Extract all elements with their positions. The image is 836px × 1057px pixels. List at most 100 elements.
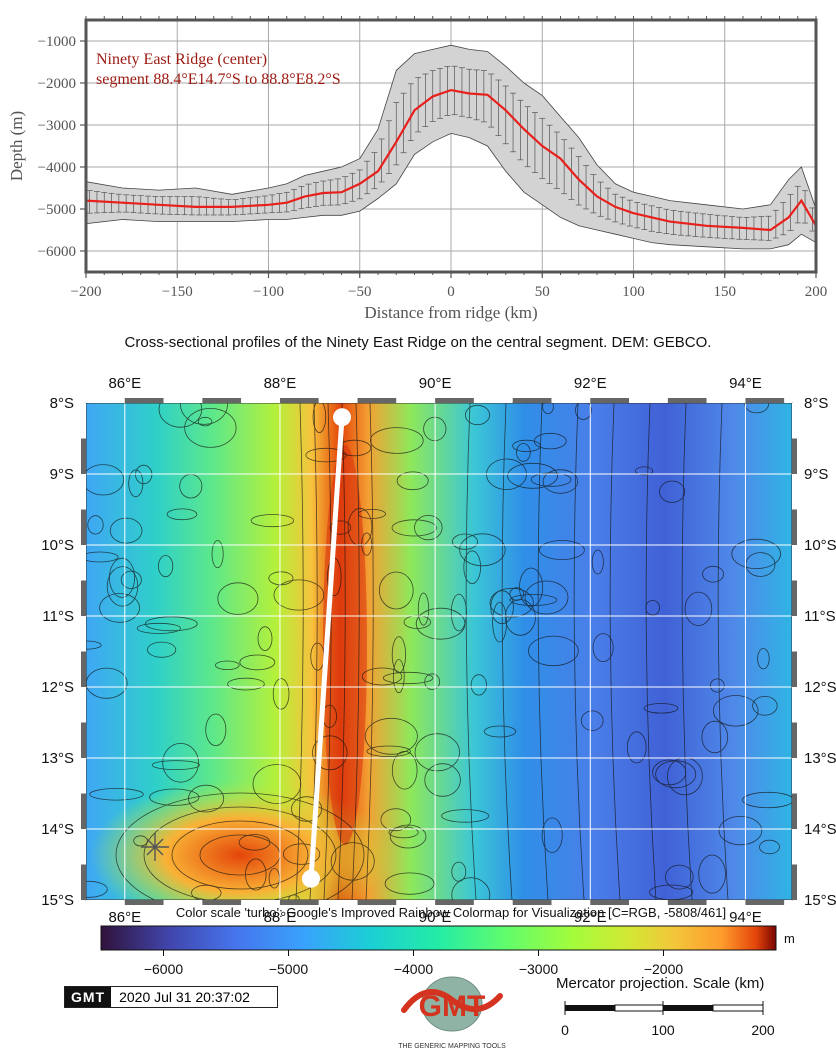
contour-ring (391, 519, 437, 537)
contour-ring (369, 427, 424, 454)
contour-ring (380, 808, 412, 832)
contour-ring (530, 472, 572, 487)
contour-ring (86, 551, 119, 563)
profile-subtitle: segment 88.4°E14.7°S to 88.8°E8.2°S (96, 71, 341, 88)
map-graticule (86, 403, 792, 900)
contour-line (465, 403, 477, 900)
contour-ring (414, 733, 460, 772)
map-lat-label-left: 14°S (41, 821, 74, 838)
contour-ring (382, 671, 434, 685)
frame-segment (629, 900, 668, 905)
contour-ring (392, 659, 405, 694)
compass-rose-icon (141, 833, 169, 861)
contour-ring (282, 843, 321, 865)
contour-ring (731, 538, 781, 569)
map-axis-labels: 86°E 86°E 88°E 88°E 90°E 90°E 92°E 92°E 94°E 94°E… (41, 375, 836, 926)
frame-segment (241, 398, 280, 403)
contour-ring (215, 660, 240, 671)
frame-segment (81, 509, 86, 545)
contour-ring (742, 791, 792, 809)
contour-ring (664, 864, 694, 890)
contour-ring (147, 641, 177, 658)
gmt-logo-tagline: THE GENERIC MAPPING TOOLS (398, 1043, 506, 1050)
frame-segment (629, 398, 668, 403)
colorbar-tick-label: −6000 (144, 961, 184, 977)
contour-ring (361, 667, 403, 686)
map-lat-label-left: 15°S (41, 892, 74, 909)
bathymetry-contours (86, 403, 792, 900)
profile-y-tick-label: −3000 (38, 118, 76, 134)
frame-segment (551, 900, 591, 905)
contour-ring (136, 622, 181, 634)
contour-ring (180, 403, 228, 425)
contour-ring (635, 466, 654, 476)
contour-ring (507, 462, 558, 489)
frame-segment (784, 900, 792, 905)
contour-ring (626, 731, 647, 764)
profile-x-ticks: −200 −150 −100 −50 0 50 100 150 200 (71, 16, 828, 300)
contour-ring (133, 835, 148, 847)
contour-line (573, 403, 585, 900)
frame-segment (551, 398, 591, 403)
contour-ring (528, 635, 579, 667)
contour-ring (128, 469, 144, 498)
profile-x-tick-label: 100 (622, 284, 645, 300)
contour-ring (106, 566, 139, 607)
contour-ring (364, 717, 418, 755)
contour-ring (744, 403, 769, 414)
map-lon-label-bottom: 94°E (729, 909, 762, 926)
contour-ring (205, 713, 227, 747)
scale-bar: 0 100 200 (561, 1001, 775, 1038)
contour-ring (239, 654, 276, 671)
profile-x-tick-label: −200 (71, 284, 102, 300)
frame-segment (396, 900, 436, 905)
frame-segment (435, 900, 474, 905)
map-lon-label-bottom: 92°E (574, 909, 607, 926)
frame-segment (81, 864, 86, 900)
contour-ring (378, 571, 414, 610)
contour-ring (539, 540, 585, 560)
frame-segment (318, 900, 358, 905)
frame-segment (81, 545, 86, 581)
map-lat-label-left: 8°S (50, 395, 74, 412)
contour-ring (541, 817, 563, 853)
profile-x-tick-label: −100 (253, 284, 284, 300)
contour-ring (272, 678, 290, 710)
contour-ring (417, 592, 430, 626)
frame-segment (706, 398, 746, 403)
frame-segment (81, 616, 86, 652)
contour-ring (99, 593, 140, 623)
mean-depth-line (85, 88, 817, 232)
frame-segment (792, 829, 797, 865)
contour-ring (702, 565, 724, 583)
profile-x-tick-label: 200 (805, 284, 828, 300)
contour-line (681, 403, 693, 900)
frame-segment (792, 474, 797, 510)
contour-ring (361, 532, 373, 556)
contour-ring (698, 854, 726, 894)
scale-tick-200: 200 (751, 1022, 775, 1038)
contour-line (645, 403, 657, 900)
colorbar-title: Color scale 'turbo': Google's Improved R… (176, 905, 726, 920)
frame-segment (81, 793, 86, 829)
contour-ring (329, 520, 352, 535)
contour-ring (191, 884, 222, 900)
frame-segment (792, 651, 797, 687)
frame-segment (81, 687, 86, 723)
map-lat-label-right: 10°S (804, 537, 836, 554)
contour-ring (238, 834, 271, 851)
contour-ring (752, 695, 778, 716)
map-lat-label-right: 9°S (804, 466, 828, 483)
contour-ring (86, 880, 108, 898)
profile-line (308, 414, 345, 882)
contour-ring (87, 515, 104, 535)
frame-segment (792, 758, 797, 794)
frame-segment (792, 403, 797, 439)
map-lat-label-left: 12°S (41, 679, 74, 696)
contour-ring (451, 533, 478, 550)
contour-ring (347, 507, 373, 547)
profile-end-marker (333, 408, 352, 427)
frame-segment (81, 758, 86, 794)
frame-segment (784, 398, 792, 403)
contour-ring (592, 633, 614, 663)
